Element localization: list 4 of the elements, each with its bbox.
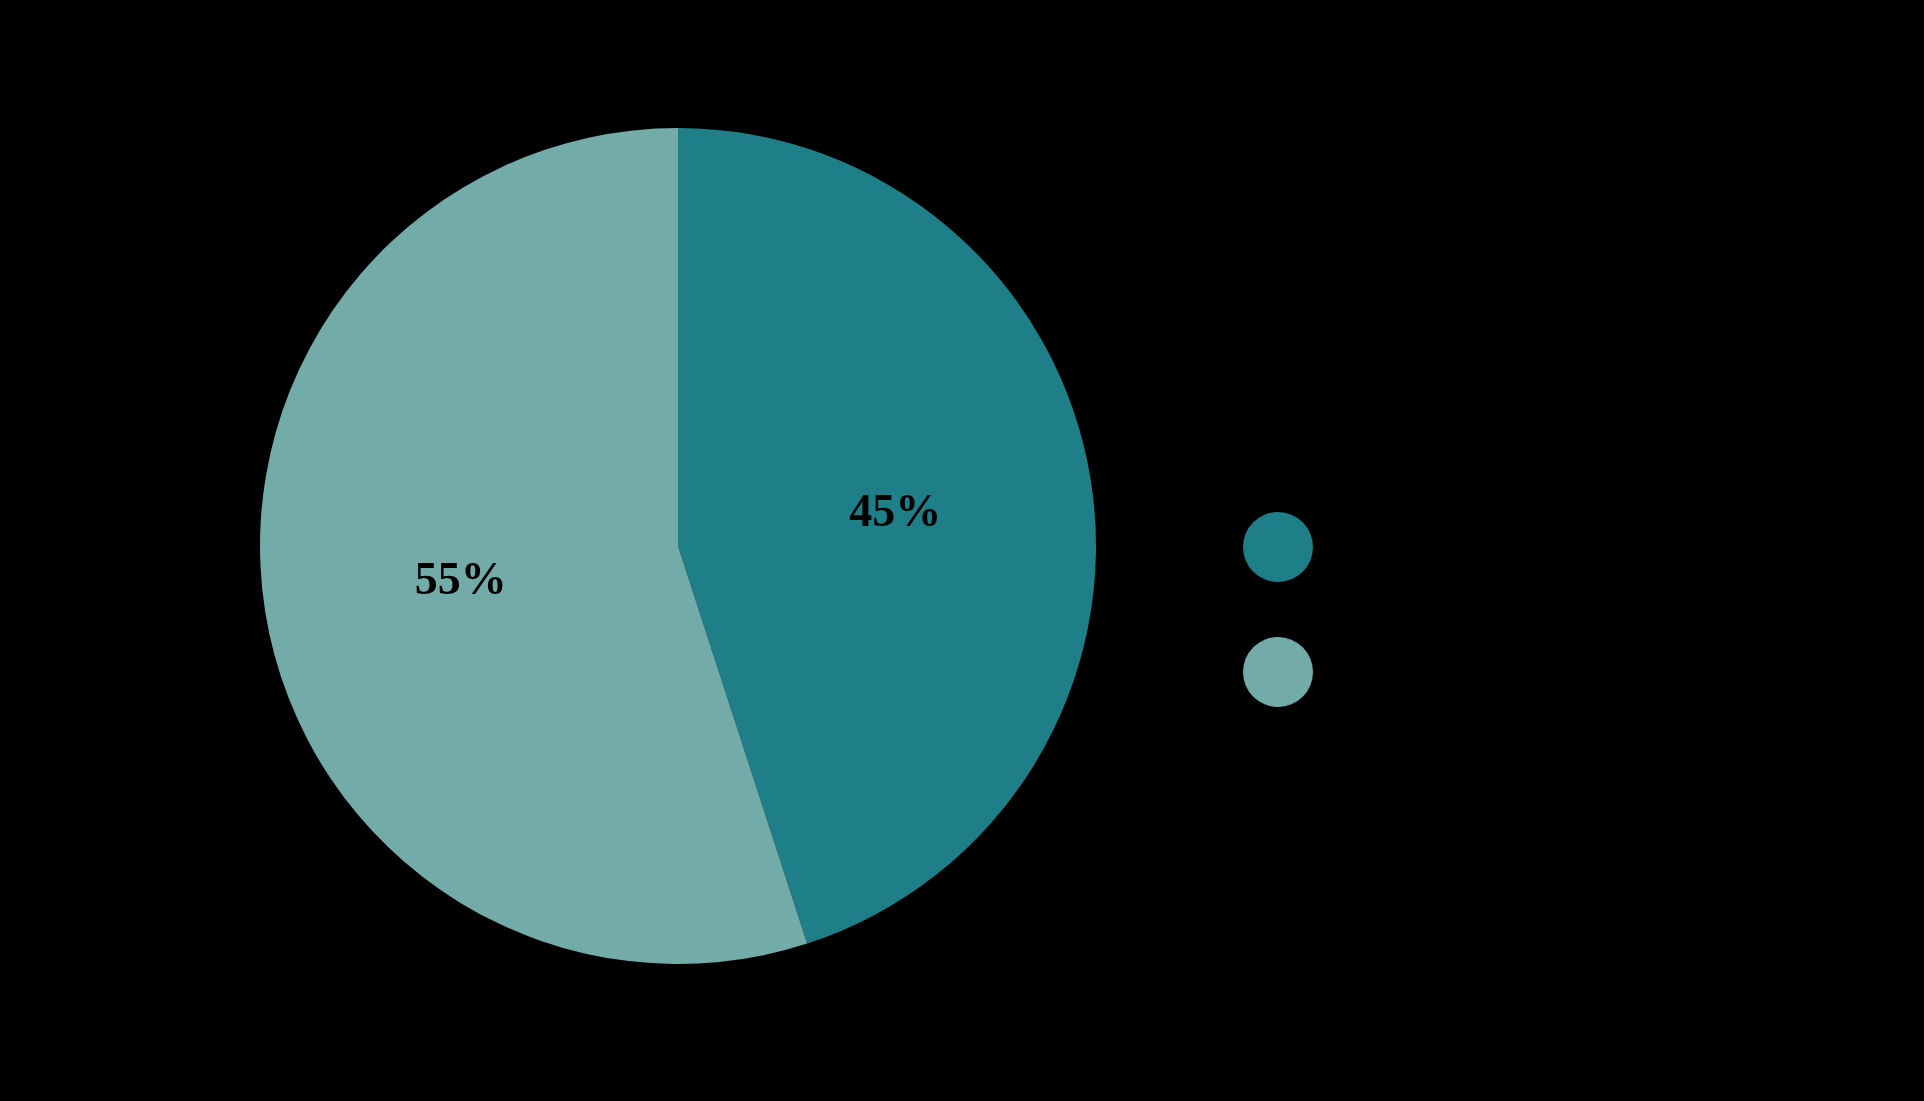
pie-slice (260, 128, 808, 964)
data-label: 55% (414, 553, 507, 605)
data-label: 45% (849, 484, 942, 536)
pie-slice (678, 128, 1096, 944)
